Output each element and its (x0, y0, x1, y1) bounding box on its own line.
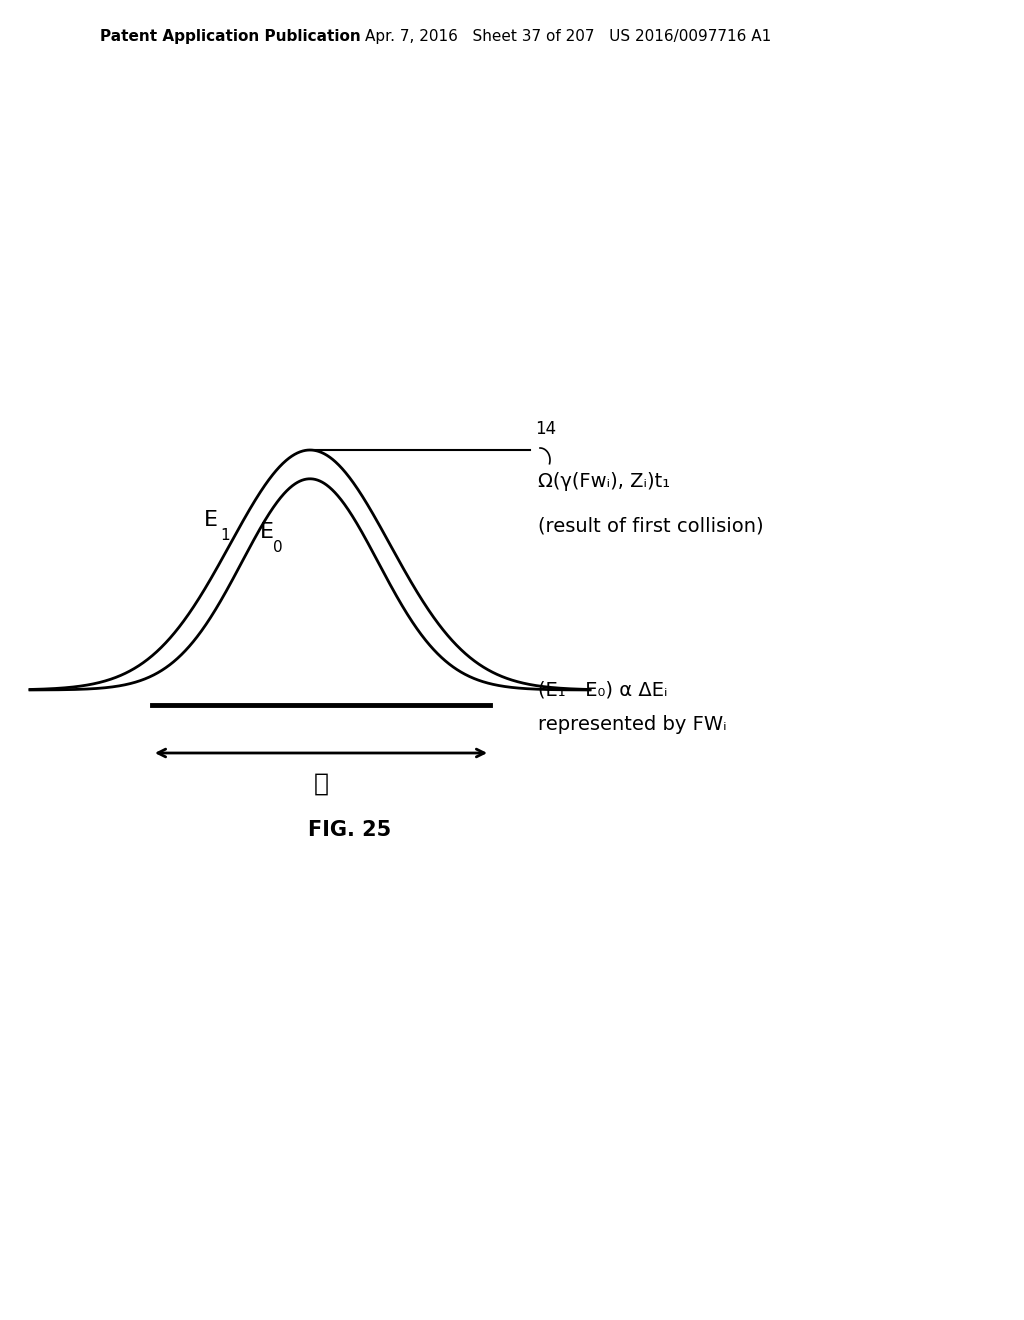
Text: Apr. 7, 2016   Sheet 37 of 207   US 2016/0097716 A1: Apr. 7, 2016 Sheet 37 of 207 US 2016/009… (365, 29, 771, 45)
Text: ℓ: ℓ (313, 774, 329, 796)
Text: represented by FWᵢ: represented by FWᵢ (538, 715, 727, 734)
Text: FIG. 25: FIG. 25 (308, 820, 391, 840)
Text: Patent Application Publication: Patent Application Publication (100, 29, 360, 45)
Text: Ω(γ(Fwᵢ), Zᵢ)t₁: Ω(γ(Fwᵢ), Zᵢ)t₁ (538, 473, 670, 491)
Text: E: E (260, 521, 274, 543)
Text: (E₁ - E₀) α ΔEᵢ: (E₁ - E₀) α ΔEᵢ (538, 681, 668, 700)
Text: E: E (204, 510, 218, 531)
Text: (result of first collision): (result of first collision) (538, 517, 764, 536)
Text: 1: 1 (220, 528, 229, 543)
Text: 0: 0 (273, 540, 283, 554)
Text: 14: 14 (535, 420, 556, 438)
